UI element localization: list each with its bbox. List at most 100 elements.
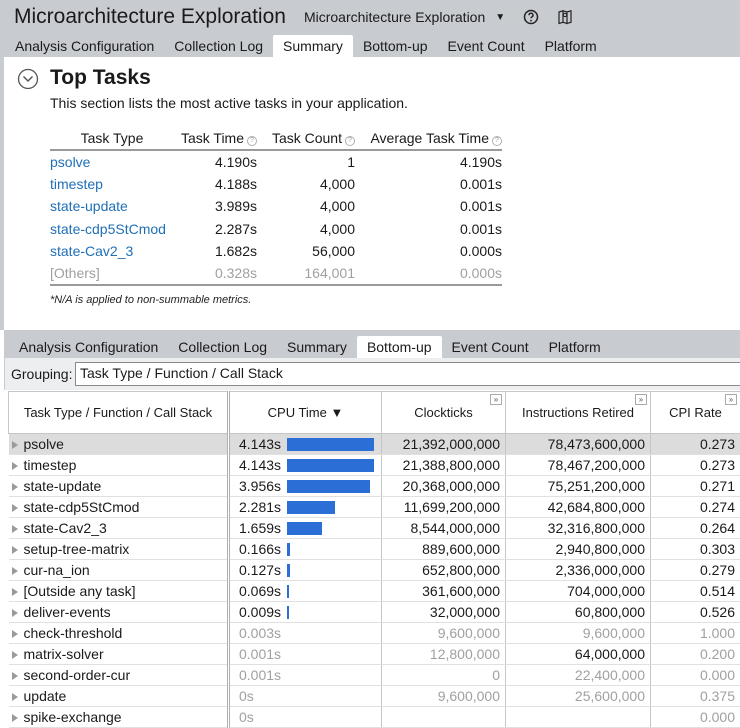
cpi-cell: 0.273	[650, 433, 740, 455]
cpu-time-value: 0.001s	[239, 667, 282, 683]
table-row[interactable]: cur-na_ion 0.127s 652,800,000 2,336,000,000…	[8, 559, 740, 581]
cpi-cell: 0.279	[650, 559, 740, 581]
section-description: This section lists the most active tasks…	[50, 95, 408, 111]
col-cpu-time[interactable]: CPU Time ▼	[227, 391, 382, 434]
col-task-time[interactable]: Task Time?	[174, 126, 257, 150]
expand-row-icon[interactable]	[11, 525, 18, 533]
info-icon[interactable]: ?	[345, 135, 355, 146]
collapse-icon[interactable]	[17, 68, 39, 90]
docs-icon[interactable]	[557, 9, 573, 25]
info-icon[interactable]: ?	[247, 135, 257, 146]
table-row[interactable]: psolve 4.143s 21,392,000,000 78,473,600,000…	[8, 433, 740, 455]
task-type-link[interactable]: state-update	[50, 198, 128, 215]
table-row[interactable]: state-update 3.956s 20,368,000,000 75,251,2…	[8, 475, 740, 497]
instructions-cell: 2,940,800,000	[505, 538, 651, 560]
cpi-cell: 0.200	[650, 643, 740, 665]
table-row[interactable]: [Outside any task] 0.069s 361,600,000 704,0…	[8, 580, 740, 602]
task-type-link[interactable]: timestep	[50, 175, 103, 192]
expand-row-icon[interactable]	[11, 462, 18, 470]
task-avg: 0.000s	[459, 265, 502, 282]
table-row[interactable]: state-cdp5StCmod 2.281s 11,699,200,000 42,6…	[8, 496, 740, 518]
clockticks-cell: 21,392,000,000	[381, 433, 506, 455]
tab-summary[interactable]: Summary	[273, 35, 353, 57]
table-row[interactable]: spike-exchange 0s 0.000	[8, 706, 740, 728]
task-type-link[interactable]: psolve	[50, 153, 91, 170]
expand-row-icon[interactable]	[11, 504, 18, 512]
task-type-link[interactable]: state-cdp5StCmod	[50, 220, 166, 237]
row-name: [Outside any task]	[8, 580, 229, 602]
table-row[interactable]: second-order-cur 0.001s 0 22,400,000 0.000	[8, 664, 740, 686]
cpu-time-cell: 0.166s	[227, 538, 382, 560]
cpi-cell: 0.514	[650, 580, 740, 602]
cpi-cell: 0.274	[650, 496, 740, 518]
tab-bottom-up[interactable]: Bottom-up	[356, 336, 442, 358]
expand-row-icon[interactable]	[11, 651, 18, 659]
cpu-time-bar	[287, 521, 322, 535]
task-type: state-Cav2_3	[50, 240, 174, 263]
table-row[interactable]: check-threshold 0.003s 9,600,000 9,600,000 1…	[8, 622, 740, 644]
tab-event-count[interactable]: Event Count	[451, 339, 529, 355]
tab-analysis-configuration[interactable]: Analysis Configuration	[15, 38, 155, 54]
col-cpi-rate[interactable]: CPI Rate»	[650, 391, 740, 434]
expand-row-icon[interactable]	[11, 693, 18, 701]
cpu-time-bar	[287, 605, 289, 619]
tab-summary[interactable]: Summary	[287, 339, 347, 355]
footnote: *N/A is applied to non-summable metrics.	[50, 294, 252, 306]
expand-row-icon[interactable]	[11, 588, 18, 596]
tab-bottom-up[interactable]: Bottom-up	[362, 38, 428, 54]
col-task-count[interactable]: Task Count?	[257, 126, 355, 150]
task-avg: 0.000s	[459, 243, 502, 260]
tab-platform[interactable]: Platform	[548, 339, 601, 355]
table-row[interactable]: setup-tree-matrix 0.166s 889,600,000 2,940,…	[8, 538, 740, 560]
col-task-type[interactable]: Task Type	[80, 129, 144, 146]
cpu-time-value: 0s	[239, 688, 254, 704]
analysis-type-select[interactable]: Microarchitecture Exploration ▼	[304, 9, 505, 25]
instructions-cell: 64,000,000	[505, 643, 651, 665]
cpu-time-bar	[287, 437, 374, 451]
expand-row-icon[interactable]	[11, 714, 18, 722]
cpu-time-cell: 4.143s	[227, 454, 382, 476]
col-average-task-time[interactable]: Average Task Time?	[355, 126, 502, 150]
cpu-time-cell: 0.069s	[227, 580, 382, 602]
task-type-link[interactable]: state-Cav2_3	[50, 243, 134, 260]
table-row[interactable]: matrix-solver 0.001s 12,800,000 64,000,000 0…	[8, 643, 740, 665]
expand-row-icon[interactable]	[11, 672, 18, 680]
cpu-time-bar	[287, 500, 335, 514]
col-task-function-callstack[interactable]: Task Type / Function / Call Stack	[8, 391, 229, 434]
expand-row-icon[interactable]	[11, 609, 18, 617]
expand-row-icon[interactable]	[11, 483, 18, 491]
grouping-select[interactable]: Task Type / Function / Call Stack	[75, 362, 740, 386]
tab-platform[interactable]: Platform	[544, 38, 597, 54]
tab-analysis-configuration[interactable]: Analysis Configuration	[19, 339, 159, 355]
column-expand-icon[interactable]: »	[490, 394, 502, 405]
tab-collection-log[interactable]: Collection Log	[178, 339, 268, 355]
col-instructions-retired[interactable]: Instructions Retired»	[505, 391, 651, 434]
expand-row-icon[interactable]	[11, 630, 18, 638]
row-name: state-Cav2_3	[8, 517, 229, 539]
col-clockticks[interactable]: Clockticks»	[381, 391, 506, 434]
cpu-time-value: 3.956s	[239, 478, 282, 494]
instructions-cell: 2,336,000,000	[505, 559, 651, 581]
cpi-cell: 0.526	[650, 601, 740, 623]
column-expand-icon[interactable]: »	[635, 394, 647, 405]
expand-row-icon[interactable]	[11, 441, 18, 449]
cpu-time-bar	[287, 479, 370, 493]
expand-row-icon[interactable]	[11, 567, 18, 575]
grouping-row: Grouping: Task Type / Function / Call St…	[4, 358, 740, 390]
tab-event-count[interactable]: Event Count	[447, 38, 525, 54]
tab-collection-log[interactable]: Collection Log	[174, 38, 264, 54]
table-row[interactable]: update 0s 9,600,000 25,600,000 0.375	[8, 685, 740, 707]
table-row[interactable]: state-Cav2_3 1.659s 8,544,000,000 32,316,80…	[8, 517, 740, 539]
help-icon[interactable]	[523, 9, 539, 25]
task-time: 2.287s	[214, 220, 257, 237]
info-icon[interactable]: ?	[492, 135, 502, 146]
row-name-label: check-threshold	[23, 625, 123, 641]
instructions-cell: 22,400,000	[505, 664, 651, 686]
table-row[interactable]: deliver-events 0.009s 32,000,000 60,800,000…	[8, 601, 740, 623]
task-type: [Others]	[50, 265, 100, 282]
column-expand-icon[interactable]: »	[725, 394, 737, 405]
expand-row-icon[interactable]	[11, 546, 18, 554]
instructions-cell: 75,251,200,000	[505, 475, 651, 497]
cpu-time-cell: 0.001s	[227, 664, 382, 686]
table-row[interactable]: timestep 4.143s 21,388,800,000 78,467,200,0…	[8, 454, 740, 476]
